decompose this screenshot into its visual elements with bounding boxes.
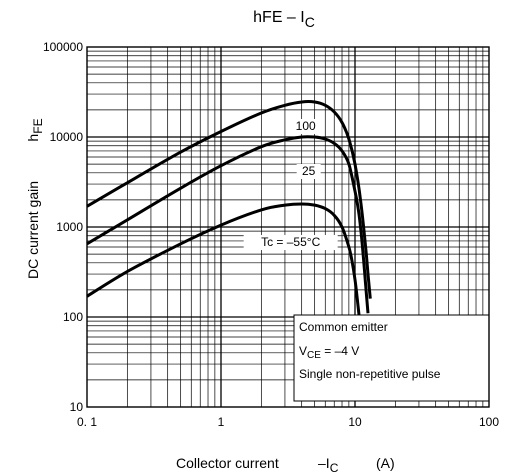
y-axis-label: DC current gain xyxy=(25,181,41,279)
series-label-text: Tc = –55°C xyxy=(261,235,320,249)
series xyxy=(86,100,372,332)
series-label-text: 25 xyxy=(302,164,316,178)
annotation-vce-sub: CE xyxy=(307,350,321,361)
series-label-2: Tc = –55°C xyxy=(243,235,338,251)
y-tick-label: 100 xyxy=(63,310,83,324)
x-tick-label: 0. 1 xyxy=(77,415,97,429)
x-axis-label: Collector current xyxy=(176,455,279,471)
series-label-bg xyxy=(290,118,321,134)
x-tick-label: 1 xyxy=(218,415,225,429)
x-axis-symbol: –IC xyxy=(318,455,339,475)
x-tick-label: 100 xyxy=(479,415,499,429)
y-tick-label: 100000 xyxy=(43,40,83,54)
series-line-0 xyxy=(86,100,372,299)
annotation-vce-value: = –4 V xyxy=(321,344,359,358)
series-label-bg xyxy=(296,164,321,179)
y-tick-label: 10 xyxy=(70,400,84,414)
annotation-box-frame xyxy=(293,314,490,402)
chart-title: hFE – IC xyxy=(253,9,315,30)
series-label-bg xyxy=(243,235,338,251)
x-tick-labels: 0. 1 1 10 100 xyxy=(77,415,499,429)
annotation-pulse: Single non-repetitive pulse xyxy=(299,367,441,381)
y-tick-label: 10000 xyxy=(50,130,84,144)
annotation-common-emitter: Common emitter xyxy=(299,320,388,334)
series-line-1 xyxy=(86,135,370,314)
x-axis-symbol-sub: C xyxy=(330,461,339,475)
series-labels: 100 25 Tc = –55°C xyxy=(243,118,338,251)
series-label-1: 25 xyxy=(296,164,321,179)
y-axis-symbol-h: h xyxy=(25,134,41,142)
x-tick-label: 10 xyxy=(348,415,362,429)
y-axis-symbol: hFE xyxy=(25,118,45,141)
x-axis-symbol-minus: –I xyxy=(318,455,330,471)
annotation-vce-prefix: V xyxy=(299,344,307,358)
y-tick-label: 1000 xyxy=(56,220,83,234)
y-tick-labels: 10 100 1000 10000 100000 xyxy=(43,40,83,414)
series-line-2 xyxy=(86,202,362,332)
y-axis-symbol-sub: FE xyxy=(31,118,45,133)
plot-frame xyxy=(86,46,490,408)
annotation-vce: VCE = –4 V xyxy=(299,344,359,361)
annotation-box: Common emitter VCE = –4 V Single non-rep… xyxy=(293,314,490,402)
series-label-text: 100 xyxy=(296,119,316,133)
chart-title-sub: C xyxy=(305,14,315,30)
series-label-0: 100 xyxy=(290,118,321,134)
x-axis-unit: (A) xyxy=(376,455,395,471)
chart-title-main: hFE – I xyxy=(253,9,305,26)
